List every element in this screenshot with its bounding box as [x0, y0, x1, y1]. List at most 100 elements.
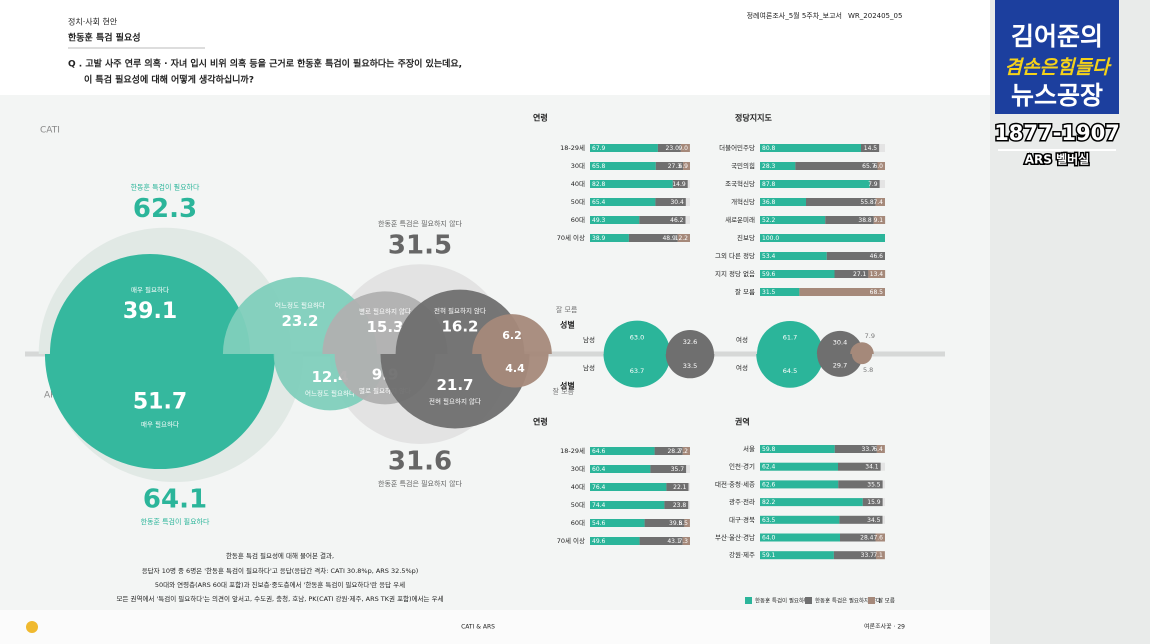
row-label: 40대	[571, 180, 585, 188]
footer-bg	[0, 610, 990, 644]
bar-value: 38.9	[592, 235, 606, 242]
bar-value: 28.2	[667, 448, 681, 455]
bar-value: 43.1	[667, 538, 681, 545]
gender-label: 남성	[583, 363, 595, 372]
gender-label: 여성	[736, 335, 748, 344]
bar-value: 7.1	[873, 552, 883, 559]
bar-segment	[760, 445, 835, 453]
legend-label: 잘 모름	[878, 597, 895, 605]
bar-value: 35.5	[867, 481, 881, 488]
bar-value: 62.4	[762, 464, 776, 471]
bar-value: 100.0	[762, 235, 779, 242]
bar-segment	[760, 515, 840, 524]
method-label: CATI	[40, 126, 60, 136]
panel-title: 정당지지도	[735, 113, 772, 123]
bubble-label: 별로 필요하지 않다	[359, 307, 411, 316]
bar-value: 22.1	[673, 484, 687, 491]
bar-value: 23.8	[673, 502, 687, 509]
bubble-total-label: 한동훈 특검은 필요하지 않다	[378, 479, 463, 488]
bar-value: 28.4	[860, 535, 874, 542]
gender-value: 33.5	[683, 362, 697, 370]
row-label: 지지 정당 없음	[715, 269, 755, 278]
bubble-total-label: 한동훈 특검이 필요하다	[141, 517, 210, 526]
bar-value: 76.4	[592, 484, 606, 491]
bar-segment	[876, 551, 885, 560]
bar-value: 14.9	[672, 181, 686, 188]
bar-value: 60.4	[592, 466, 606, 473]
row-label: 60대	[571, 519, 585, 527]
bubble	[472, 314, 552, 354]
bubble-total-label: 한동훈 특검이 필요하다	[131, 183, 200, 192]
bubble-value: 6.2	[502, 329, 522, 342]
bar-segment	[840, 533, 876, 542]
bar-value: 39.8	[669, 520, 683, 527]
logo-box	[995, 0, 1119, 114]
bar-segment	[590, 465, 651, 473]
bar-segment	[838, 462, 881, 471]
bar-segment	[590, 216, 640, 224]
legend-label: 한동훈 특검은 필요하지 않다	[815, 597, 881, 605]
footer-page: 여론조사꽃 · 29	[864, 623, 905, 631]
bar-segment	[590, 144, 658, 152]
row-label: 50대	[571, 501, 585, 509]
panel-title: 권역	[735, 417, 750, 427]
row-label: 강원·제주	[729, 550, 755, 559]
row-label: 대구·경북	[729, 515, 755, 524]
bar-segment	[760, 270, 835, 278]
row-label: 18-29세	[560, 446, 585, 455]
bar-segment	[869, 180, 880, 188]
row-label: 진보당	[737, 233, 755, 242]
summary-line: 응답자 10명 중 6명은 '한동훈 특검이 필요하다'고 응답(응답간 격차:…	[142, 566, 419, 575]
row-label: 광주·전라	[729, 497, 755, 506]
footer-logo	[26, 621, 38, 633]
bar-value: 36.8	[762, 199, 776, 206]
bar-value: 7.2	[678, 448, 688, 455]
question: Q . 고발 사주 연루 의혹 · 자녀 입시 비위 의혹 등을 근거로 한동훈…	[68, 58, 462, 70]
bar-value: 53.4	[762, 253, 776, 260]
gender-value: 64.5	[783, 367, 797, 375]
bar-segment	[590, 180, 673, 188]
bubble-value: 39.1	[123, 299, 177, 324]
bar-segment	[862, 498, 883, 507]
gender-value: 63.0	[630, 333, 644, 341]
row-label: 더불어민주당	[719, 143, 755, 152]
gender-bubble	[666, 330, 714, 354]
question2: 이 특검 필요성에 대해 어떻게 생각하십니까?	[84, 74, 254, 86]
row-label: 부산·울산·경남	[715, 533, 755, 542]
bar-segment	[590, 234, 629, 242]
gender-value: 30.4	[833, 338, 847, 346]
bar-segment	[760, 533, 840, 542]
bar-value: 80.8	[762, 145, 776, 152]
row-label: 조국혁신당	[725, 179, 755, 188]
title: 한동훈 특검 필요성	[68, 32, 141, 44]
panel-title: 연령	[533, 417, 548, 427]
bubble-label: 전혀 필요하지 않다	[434, 306, 486, 315]
bar-segment	[876, 445, 885, 453]
bar-segment	[839, 515, 883, 524]
bubble	[49, 253, 251, 354]
bar-value: 35.7	[671, 466, 685, 473]
row-label: 그외 다른 정당	[715, 251, 755, 260]
bar-value: 7.3	[678, 538, 688, 545]
gender-title: 성별	[560, 320, 575, 330]
section: 정치·사회 현안	[68, 17, 118, 27]
gender-label: 여성	[736, 363, 748, 372]
bar-value: 63.5	[762, 517, 776, 524]
bar-value: 54.6	[592, 520, 606, 527]
gender-label: 남성	[583, 335, 595, 344]
bar-segment	[664, 501, 689, 509]
bar-segment	[666, 483, 689, 491]
bar-value: 65.8	[592, 163, 606, 170]
bar-value: 6.4	[873, 446, 883, 453]
logo-line1: 김어준의	[1011, 22, 1103, 51]
legend-swatch	[745, 597, 752, 604]
bar-value: 27.3	[668, 163, 682, 170]
bar-value: 64.6	[592, 448, 606, 455]
bar-segment	[760, 198, 806, 206]
bar-value: 55.8	[860, 199, 874, 206]
bar-segment	[683, 162, 690, 170]
row-label: 서울	[743, 444, 755, 453]
bar-value: 87.8	[762, 181, 776, 188]
bar-segment	[861, 144, 880, 152]
bar-segment	[760, 216, 826, 224]
